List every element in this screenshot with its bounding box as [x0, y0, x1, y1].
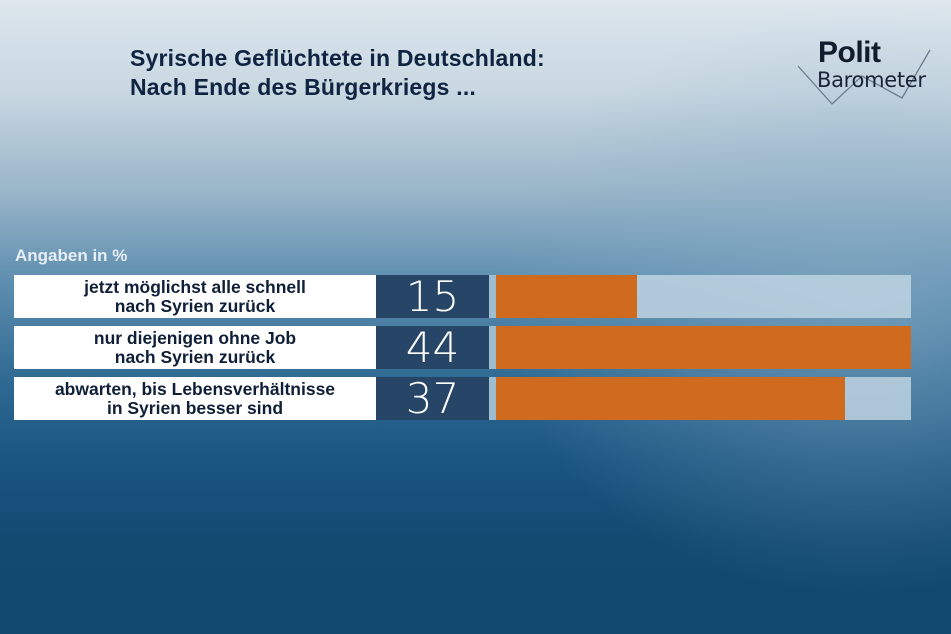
bar-track: [496, 275, 911, 318]
row-label: nur diejenigen ohne Job nach Syrien zurü…: [14, 326, 376, 369]
title-line-2: Nach Ende des Bürgerkriegs ...: [130, 74, 477, 100]
row-separator: [489, 275, 496, 318]
bar-track: [496, 326, 911, 369]
row-label-line-2: nach Syrien zurück: [114, 346, 276, 367]
chart-title: Syrische Geflüchtete in Deutschland: Nac…: [130, 44, 545, 102]
row-label: jetzt möglichst alle schnell nach Syrien…: [14, 275, 376, 318]
row-label-line-1: jetzt möglichst alle schnell: [84, 276, 306, 297]
bar: [496, 377, 845, 420]
row-value: 44: [376, 326, 489, 369]
logo-polit: Polit: [818, 36, 881, 69]
bar: [496, 275, 638, 318]
bar-track: [496, 377, 911, 420]
title-line-1: Syrische Geflüchtete in Deutschland:: [130, 45, 545, 71]
row-value: 15: [376, 275, 489, 318]
row-separator: [489, 326, 496, 369]
bar-row: jetzt möglichst alle schnell nach Syrien…: [14, 275, 911, 318]
row-separator: [489, 377, 496, 420]
row-label-line-1: abwarten, bis Lebensverhältnisse: [54, 378, 336, 399]
row-label: abwarten, bis Lebensverhältnisse in Syri…: [14, 377, 376, 420]
bar-row: nur diejenigen ohne Job nach Syrien zurü…: [14, 326, 911, 369]
politbarometer-logo: Polit Barometer: [792, 36, 942, 106]
checkmark-icon: [797, 49, 931, 105]
row-label-line-1: nur diejenigen ohne Job: [93, 327, 297, 348]
unit-label: Angaben in %: [15, 246, 128, 265]
row-label-line-2: in Syrien besser sind: [106, 397, 284, 418]
row-value: 37: [376, 377, 489, 420]
bar: [496, 326, 911, 369]
bar-row: abwarten, bis Lebensverhältnisse in Syri…: [14, 377, 911, 420]
logo-barometer: Barometer: [817, 68, 926, 92]
row-label-line-2: nach Syrien zurück: [114, 295, 276, 316]
